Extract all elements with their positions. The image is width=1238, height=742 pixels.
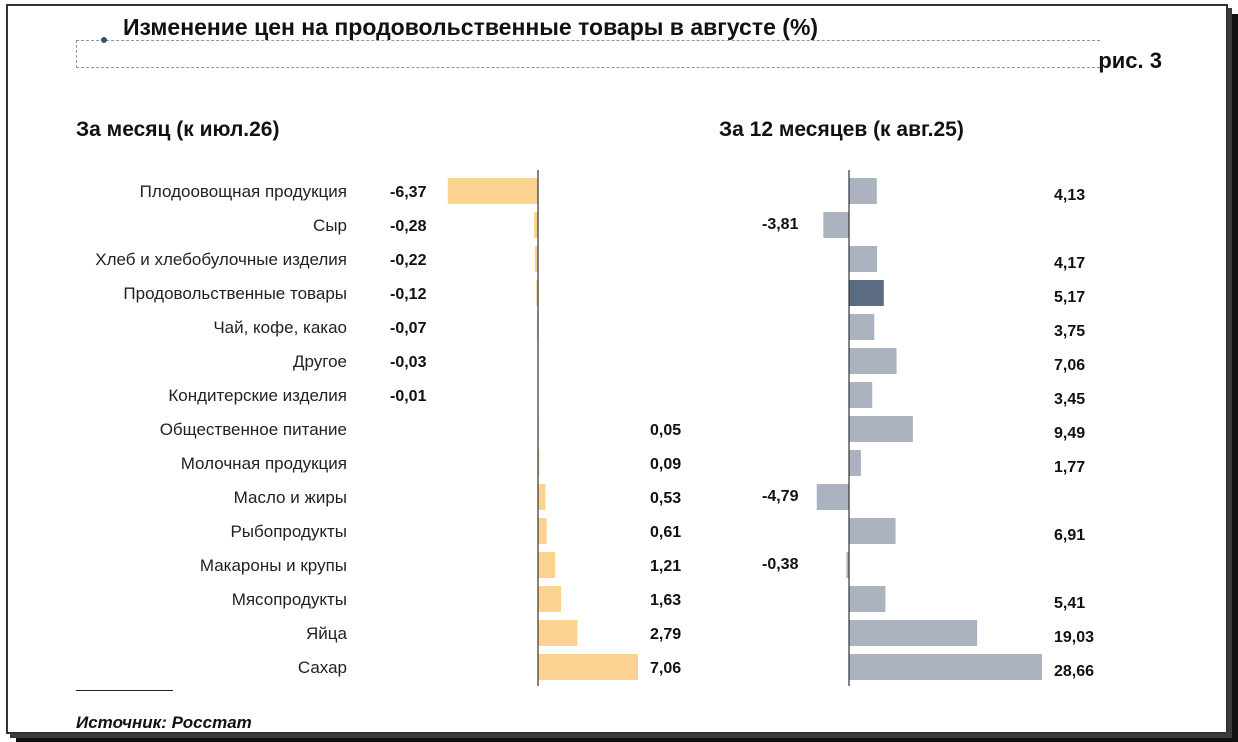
category-label: Сахар (298, 658, 347, 677)
value-label-month: -0,12 (390, 286, 427, 303)
bar-year (849, 450, 861, 476)
bar-month (538, 484, 546, 510)
bar-year (816, 484, 849, 510)
bar-year (849, 178, 877, 204)
bar-year (849, 586, 886, 612)
category-label: Кондитерские изделия (168, 386, 347, 405)
value-label-month: 7,06 (650, 660, 681, 677)
category-label: Продовольственные товары (123, 284, 347, 303)
bar-year (849, 416, 913, 442)
category-label: Сыр (313, 216, 347, 235)
bar-month (538, 654, 638, 680)
bar-year (849, 382, 873, 408)
category-label: Плодоовощная продукция (140, 182, 347, 201)
value-label-month: -0,07 (390, 320, 427, 337)
bar-month (538, 450, 540, 476)
bar-month (534, 212, 538, 238)
value-label-year: -4,79 (762, 488, 799, 505)
value-label-month: -0,03 (390, 354, 427, 371)
bar-year (846, 552, 849, 578)
bar-year (849, 654, 1042, 680)
value-label-month: -0,01 (390, 388, 427, 405)
source-note: Источник: Росстат (76, 713, 252, 732)
bar-year (849, 280, 884, 306)
chart-title: Изменение цен на продовольственные товар… (123, 14, 819, 40)
bar-year (849, 246, 878, 272)
value-label-year: 3,45 (1054, 391, 1085, 408)
bar-year (849, 620, 978, 646)
category-label: Другое (293, 352, 347, 371)
category-label: Масло и жиры (234, 488, 347, 507)
bar-month (538, 518, 547, 544)
chart-frame (6, 4, 1228, 734)
figure-label: рис. 3 (1098, 48, 1162, 73)
value-label-year: -3,81 (762, 216, 799, 233)
value-label-year: 28,66 (1054, 663, 1094, 680)
bar-year (823, 212, 849, 238)
value-label-month: -6,37 (390, 184, 427, 201)
category-label: Общественное питание (160, 420, 347, 439)
value-label-month: 0,61 (650, 524, 681, 541)
value-label-month: 0,05 (650, 422, 681, 439)
category-label: Яйца (306, 624, 348, 643)
source-divider (76, 690, 173, 691)
value-label-month: 0,53 (650, 490, 681, 507)
value-label-year: -0,38 (762, 556, 799, 573)
bar-year (849, 518, 896, 544)
category-label: Чай, кофе, какао (213, 318, 347, 337)
bar-month (534, 246, 538, 272)
value-label-year: 4,13 (1054, 187, 1085, 204)
category-label: Мясопродукты (232, 590, 347, 609)
value-label-month: -0,28 (390, 218, 427, 235)
value-label-year: 3,75 (1054, 323, 1085, 340)
category-label: Хлеб и хлебобулочные изделия (95, 250, 347, 269)
title-decoration (76, 40, 1100, 68)
category-label: Макароны и крупы (200, 556, 347, 575)
bar-year (849, 348, 897, 374)
value-label-year: 19,03 (1054, 629, 1094, 646)
bar-month (538, 552, 556, 578)
bar-month (536, 280, 538, 306)
value-label-month: -0,22 (390, 252, 427, 269)
bar-year (849, 314, 875, 340)
title-dot (101, 37, 107, 43)
value-label-year: 4,17 (1054, 255, 1085, 272)
value-label-year: 9,49 (1054, 425, 1085, 442)
value-label-month: 1,63 (650, 592, 681, 609)
value-label-year: 1,77 (1054, 459, 1085, 476)
value-label-year: 6,91 (1054, 527, 1085, 544)
value-label-year: 7,06 (1054, 357, 1085, 374)
right-panel-title: За 12 месяцев (к авг.25) (719, 118, 964, 141)
category-label: Молочная продукция (181, 454, 347, 473)
category-label: Рыбопродукты (230, 522, 347, 541)
bar-month (538, 620, 578, 646)
bar-month (447, 178, 538, 204)
value-label-year: 5,17 (1054, 289, 1085, 306)
left-panel-title: За месяц (к июл.26) (76, 118, 280, 141)
value-label-month: 1,21 (650, 558, 681, 575)
value-label-month: 0,09 (650, 456, 681, 473)
value-label-year: 5,41 (1054, 595, 1085, 612)
value-label-month: 2,79 (650, 626, 681, 643)
bar-month (538, 586, 562, 612)
